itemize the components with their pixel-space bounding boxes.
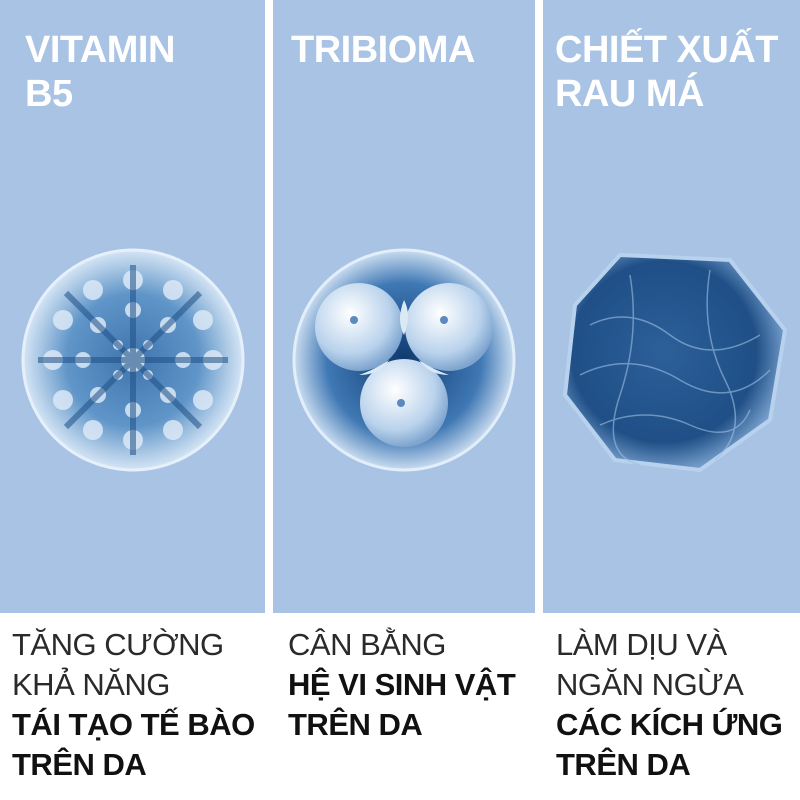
panel-title: VITAMIN B5	[25, 29, 175, 115]
caption-tribioma: CÂN BẰNG HỆ VI SINH VẬT TRÊN DA	[288, 625, 543, 745]
panel-tribioma: TRIBIOMA	[273, 0, 535, 613]
panel-title: CHIẾT XUẤT RAU MÁ	[555, 29, 779, 115]
panel-vitamin-b5: VITAMIN B5	[0, 0, 265, 613]
caption-light-line: LÀM DỊU VÀ	[556, 627, 727, 662]
tribioma-cell-image	[292, 248, 516, 472]
caption-bold-line: CÁC KÍCH ỨNG	[556, 707, 783, 742]
vitamin-b5-cell-image	[21, 248, 245, 472]
panel-title: TRIBIOMA	[291, 29, 475, 71]
caption-bold-line: HỆ VI SINH VẬT	[288, 667, 516, 702]
caption-bold-line: TÁI TẠO TẾ BÀO	[12, 707, 255, 742]
caption-light-line: KHẢ NĂNG	[12, 667, 170, 702]
caption-rau-ma: LÀM DỊU VÀ NGĂN NGỪA CÁC KÍCH ỨNG TRÊN D…	[556, 625, 800, 785]
caption-bold-line: TRÊN DA	[288, 707, 423, 742]
rau-ma-cell-image	[563, 253, 787, 472]
caption-light-line: CÂN BẰNG	[288, 627, 446, 662]
caption-light-line: NGĂN NGỪA	[556, 667, 744, 702]
panel-chiet-xuat-rau-ma: CHIẾT XUẤT RAU MÁ	[543, 0, 800, 613]
caption-light-line: TĂNG CƯỜNG	[12, 627, 224, 662]
caption-vitamin-b5: TĂNG CƯỜNG KHẢ NĂNG TÁI TẠO TẾ BÀO TRÊN …	[12, 625, 272, 785]
caption-bold-line: TRÊN DA	[556, 747, 691, 782]
caption-bold-line: TRÊN DA	[12, 747, 147, 782]
